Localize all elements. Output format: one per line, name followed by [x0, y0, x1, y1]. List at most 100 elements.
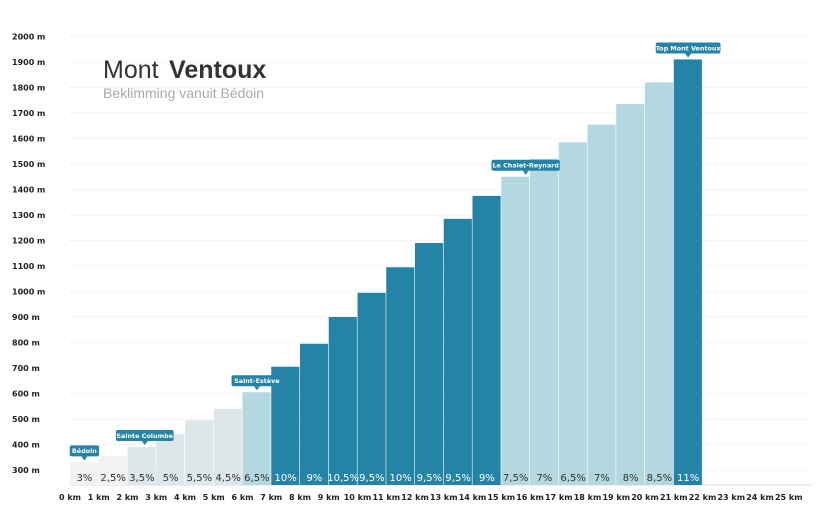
- callout: Le Chalet-Reynard: [491, 159, 560, 175]
- x-tick-label: 5 km: [203, 493, 225, 502]
- callout: Sainte Columbe: [115, 430, 174, 446]
- elevation-bar: [328, 317, 357, 485]
- x-tick-label: 24 km: [746, 493, 774, 502]
- x-tick-label: 8 km: [289, 493, 311, 502]
- y-tick-label: 1400 m: [12, 186, 45, 195]
- y-tick-label: 1100 m: [12, 262, 45, 271]
- x-tick-label: 21 km: [660, 493, 688, 502]
- x-tick-label: 4 km: [174, 493, 196, 502]
- callout-label: Sainte Columbe: [116, 432, 173, 440]
- callout-pointer: [522, 170, 529, 175]
- x-tick-label: 1 km: [88, 493, 110, 502]
- y-tick-label: 2000 m: [12, 33, 45, 42]
- x-tick-label: 7 km: [260, 493, 282, 502]
- callout-pointer: [685, 53, 692, 58]
- y-axis-ticks: 300 m 400 m 500 m 600 m 700 m 800 m 900 m 1000 …: [12, 33, 45, 476]
- chart-title: Mont Ventoux: [103, 56, 266, 84]
- chart-title-light: Mont: [103, 56, 159, 84]
- y-tick-label: 300 m: [12, 466, 40, 475]
- grade-label: 9%: [479, 473, 495, 484]
- grade-label: 3,5%: [129, 473, 154, 484]
- grade-label: 7%: [536, 473, 552, 484]
- grade-labels: 3% 2,5% 3,5% 5% 5,5% 4,5% 6,5% 10% 9% 10,5% 9,5% 10…: [76, 473, 699, 484]
- elevation-bar: [530, 158, 559, 485]
- x-tick-label: 18 km: [574, 493, 602, 502]
- elevation-bar: [242, 392, 271, 485]
- y-tick-label: 900 m: [12, 313, 40, 322]
- elevation-bar: [156, 434, 185, 485]
- grade-label: 8%: [623, 473, 639, 484]
- grade-label: 11%: [677, 473, 699, 484]
- callout-box: [655, 42, 721, 54]
- callout-box: [491, 159, 560, 171]
- x-tick-label: 25 km: [775, 493, 803, 502]
- x-tick-label: 6 km: [231, 493, 253, 502]
- elevation-bar: [673, 59, 702, 485]
- grade-label: 5,5%: [187, 473, 212, 484]
- grade-label: 10,5%: [327, 473, 359, 484]
- grade-label: 10%: [390, 473, 412, 484]
- elevation-bar: [587, 124, 616, 485]
- y-tick-label: 1000 m: [12, 288, 45, 297]
- x-tick-label: 16 km: [516, 493, 544, 502]
- y-tick-label: 800 m: [12, 339, 40, 348]
- elevation-bar: [616, 104, 645, 485]
- elevation-bar: [271, 366, 300, 485]
- elevation-bar: [98, 455, 127, 485]
- y-tick-label: 400 m: [12, 441, 40, 450]
- x-tick-label: 13 km: [430, 493, 458, 502]
- grade-label: 6,5%: [560, 473, 585, 484]
- x-tick-label: 11 km: [372, 493, 400, 502]
- y-tick-label: 1200 m: [12, 237, 45, 246]
- y-tick-label: 500 m: [12, 415, 40, 424]
- x-axis-ticks: 0 km 1 km 2 km 3 km 4 km 5 km 6 km 7 km 8 km 9 km…: [59, 493, 803, 502]
- bars: [70, 59, 702, 486]
- y-tick-label: 1500 m: [12, 160, 45, 169]
- grade-label: 5%: [163, 473, 179, 484]
- elevation-bar: [472, 195, 501, 485]
- elevation-bar: [443, 218, 472, 485]
- y-tick-label: 1300 m: [12, 211, 45, 220]
- x-tick-label: 15 km: [487, 493, 515, 502]
- y-tick-label: 600 m: [12, 390, 40, 399]
- x-tick-label: 17 km: [545, 493, 573, 502]
- callout-label: Bédoin: [72, 447, 97, 455]
- y-tick-label: 1900 m: [12, 58, 45, 67]
- callout: Bédoin: [69, 445, 100, 461]
- x-tick-label: 23 km: [717, 493, 745, 502]
- callout-box: [69, 445, 100, 457]
- callouts: Bédoin Sainte Columbe Saint-Estève Le Chale…: [69, 42, 722, 461]
- x-tick-label: 9 km: [318, 493, 340, 502]
- y-tick-label: 700 m: [12, 364, 40, 373]
- x-tick-label: 22 km: [689, 493, 717, 502]
- grade-label: 9,5%: [445, 473, 470, 484]
- x-tick-label: 12 km: [401, 493, 429, 502]
- y-tick-label: 1700 m: [12, 109, 45, 118]
- grade-label: 9%: [306, 473, 322, 484]
- elevation-bar: [501, 176, 530, 485]
- x-tick-label: 2 km: [116, 493, 138, 502]
- grade-label: 8,5%: [647, 473, 672, 484]
- callout-pointer: [253, 386, 260, 391]
- chart-subtitle: Beklimming vanuit Bédoin: [103, 85, 264, 101]
- grade-label: 7%: [594, 473, 610, 484]
- elevation-bar: [300, 343, 329, 485]
- callout-box: [115, 430, 174, 442]
- grade-label: 2,5%: [100, 473, 125, 484]
- callout: Top Mont Ventoux: [655, 42, 722, 58]
- elevation-bar: [185, 420, 214, 485]
- callout-box: [231, 375, 283, 387]
- elevation-bar: [558, 142, 587, 485]
- callout-pointer: [81, 456, 88, 461]
- callout-label: Top Mont Ventoux: [656, 44, 722, 52]
- elevation-bar: [357, 292, 386, 485]
- elevation-bar: [415, 243, 444, 485]
- chart-title-bold: Ventoux: [169, 56, 266, 84]
- grade-label: 7,5%: [503, 473, 528, 484]
- y-tick-label: 1600 m: [12, 135, 45, 144]
- grade-label: 9,5%: [359, 473, 384, 484]
- grade-label: 6,5%: [244, 473, 269, 484]
- x-tick-label: 14 km: [459, 493, 487, 502]
- grade-label: 9,5%: [417, 473, 442, 484]
